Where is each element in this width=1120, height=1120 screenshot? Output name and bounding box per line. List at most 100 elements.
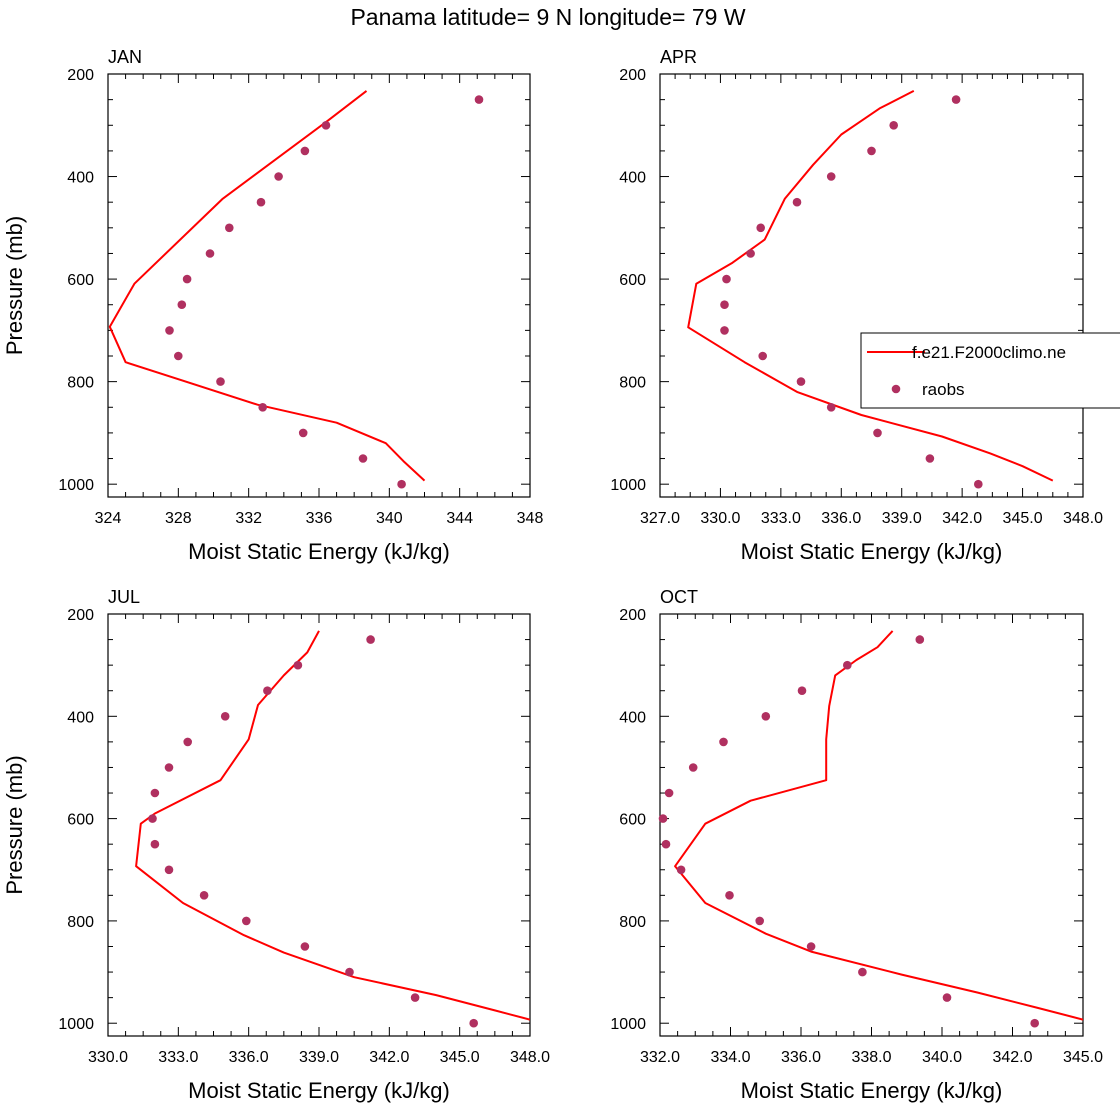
panels: 324 328 332 336 340 344 348 200 400 600 800 1000 JAN…	[2, 47, 1103, 1103]
raobs-point	[664, 788, 674, 798]
raobs-point	[658, 814, 668, 823]
raobs-point	[182, 274, 192, 284]
x-tick-label: 324	[95, 510, 122, 527]
raobs-point	[366, 635, 375, 644]
raobs-point	[225, 223, 234, 233]
y-tick-label: 800	[619, 375, 646, 392]
raobs-point	[410, 993, 420, 1002]
raobs-point	[826, 403, 836, 412]
x-axis-label: Moist Static Energy (kJ/kg)	[188, 1078, 450, 1103]
x-tick-label: 348	[517, 510, 544, 527]
y-tick-label: 600	[619, 272, 646, 289]
raobs-point	[397, 479, 406, 489]
model-line	[687, 90, 1054, 482]
raobs-point	[358, 454, 368, 463]
raobs-point	[761, 712, 771, 721]
x-tick-label: 334.0	[710, 1049, 750, 1066]
y-tick-label: 1000	[610, 477, 646, 494]
y-tick-label: 400	[619, 709, 646, 726]
raobs-point	[220, 712, 230, 721]
model-line	[674, 630, 1083, 1021]
raobs-point	[676, 865, 686, 875]
x-tick-label: 336.0	[229, 1049, 269, 1066]
raobs-point	[174, 351, 183, 361]
y-axis-label: Pressure (mb)	[2, 216, 27, 355]
y-tick-label: 400	[67, 709, 94, 726]
raobs-point	[843, 660, 852, 670]
raobs-point	[474, 95, 484, 104]
x-tick-label: 338.0	[851, 1049, 891, 1066]
raobs-point	[720, 300, 729, 310]
raobs-point	[942, 993, 952, 1002]
legend-model-label: f.e21.F2000climo.ne	[912, 343, 1066, 362]
x-tick-label: 340	[376, 510, 403, 527]
legend-dot-swatch	[891, 384, 901, 394]
x-tick-label: 345.0	[440, 1049, 480, 1066]
raobs-point	[722, 274, 731, 284]
raobs-point	[873, 428, 882, 438]
x-axis-label: Moist Static Energy (kJ/kg)	[741, 1078, 1003, 1103]
raobs-point	[925, 454, 935, 463]
y-tick-label: 600	[67, 272, 94, 289]
raobs-point	[889, 121, 898, 130]
raobs-point	[300, 942, 310, 951]
model-line	[108, 90, 426, 482]
x-tick-label: 339.0	[299, 1049, 339, 1066]
y-tick-label: 200	[67, 67, 94, 84]
x-tick-label: 345.0	[1003, 510, 1043, 527]
raobs-point	[183, 737, 192, 747]
legend-obs-label: raobs	[922, 380, 965, 399]
x-tick-label: 333.0	[158, 1049, 198, 1066]
raobs-point	[719, 737, 728, 747]
y-tick-label: 1000	[610, 1016, 646, 1033]
y-tick-label: 200	[619, 607, 646, 624]
y-tick-label: 600	[619, 812, 646, 829]
x-tick-label: 336.0	[821, 510, 861, 527]
raobs-point	[915, 635, 925, 644]
raobs-point	[792, 197, 802, 207]
legend: f.e21.F2000climo.ne raobs	[860, 332, 1120, 409]
raobs-point	[150, 839, 160, 849]
raobs-point	[974, 479, 983, 489]
y-axis-label: Pressure (mb)	[2, 755, 27, 894]
panel-oct: 332.0 334.0 336.0 338.0 340.0 342.0 345.0 200 40…	[610, 587, 1103, 1103]
raobs-point	[199, 891, 209, 900]
x-tick-label: 332	[235, 510, 262, 527]
raobs-point	[263, 686, 272, 695]
y-tick-label: 800	[67, 914, 94, 931]
raobs-point	[205, 249, 215, 258]
raobs-point	[720, 326, 729, 335]
x-tick-label: 342.0	[992, 1049, 1032, 1066]
panel-jul: 330.0 333.0 336.0 339.0 342.0 345.0 348.0 200 40…	[2, 587, 550, 1103]
raobs-point	[797, 686, 807, 695]
x-tick-label: 336.0	[781, 1049, 821, 1066]
raobs-point	[469, 1018, 479, 1028]
plot-frame	[659, 73, 1084, 498]
panel-title: APR	[660, 47, 697, 67]
raobs-point	[274, 172, 283, 181]
x-tick-label: 332.0	[640, 1049, 680, 1066]
y-tick-label: 400	[619, 170, 646, 187]
raobs-point	[258, 403, 268, 412]
raobs-point	[298, 428, 308, 438]
raobs-point	[661, 839, 671, 849]
x-tick-label: 342.0	[369, 1049, 409, 1066]
x-tick-label: 333.0	[761, 510, 801, 527]
x-tick-label: 340.0	[922, 1049, 962, 1066]
panel-title: OCT	[660, 587, 698, 607]
raobs-point	[858, 967, 867, 977]
raobs-point	[256, 197, 266, 207]
y-tick-label: 800	[619, 914, 646, 931]
x-tick-label: 330.0	[88, 1049, 128, 1066]
y-tick-label: 400	[67, 170, 94, 187]
y-tick-label: 1000	[58, 477, 94, 494]
model-line	[135, 630, 530, 1021]
y-tick-label: 1000	[58, 1016, 94, 1033]
x-tick-label: 327.0	[640, 510, 680, 527]
raobs-point	[300, 146, 310, 156]
panel-title: JAN	[108, 47, 142, 67]
plot-frame	[107, 613, 531, 1037]
x-tick-label: 330.0	[700, 510, 740, 527]
legend-box	[860, 332, 1120, 409]
